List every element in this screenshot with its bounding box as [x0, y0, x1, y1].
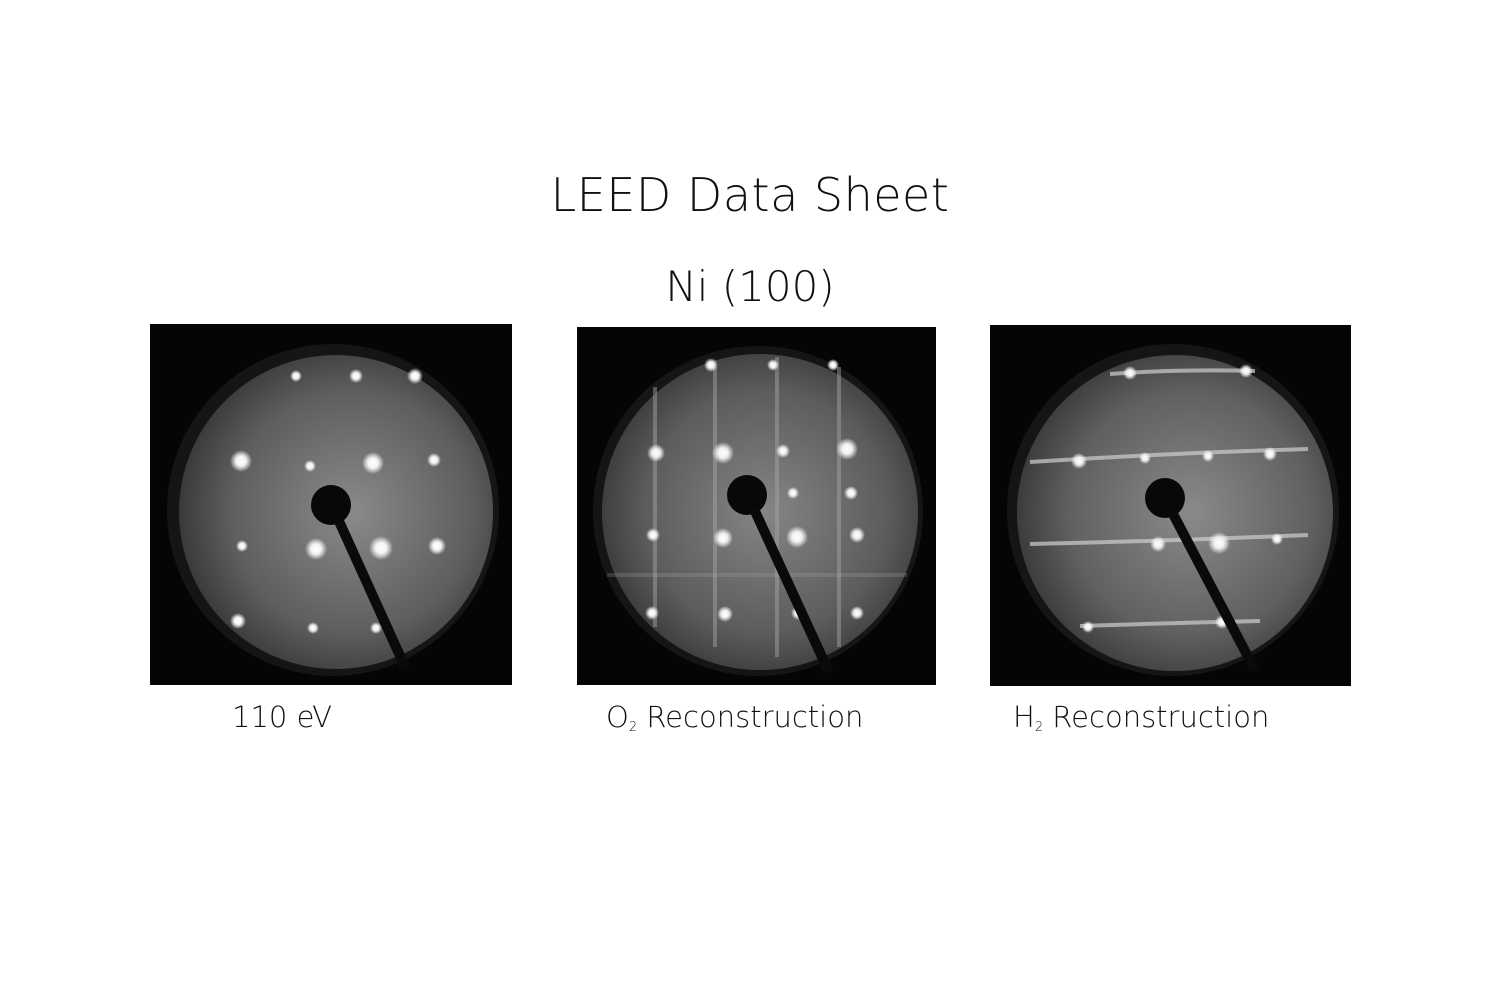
caption-subscript: 2	[1034, 720, 1044, 735]
caption-text: Reconstruction	[637, 700, 864, 734]
caption-prefix: O	[606, 700, 629, 734]
caption-o2: O2 Reconstruction	[606, 700, 863, 735]
page-title: LEED Data Sheet	[550, 168, 950, 222]
leed-pattern-image-clean	[150, 324, 512, 685]
leed-pattern-image-h2	[990, 325, 1351, 686]
caption-h2: H2 Reconstruction	[1013, 700, 1269, 735]
caption-text: Reconstruction	[1043, 700, 1270, 734]
caption-clean: 110 eV	[232, 700, 332, 734]
caption-prefix: H	[1013, 700, 1035, 734]
sample-label: Ni (100)	[665, 262, 835, 311]
caption-text: 110 eV	[232, 700, 332, 734]
caption-subscript: 2	[628, 720, 638, 735]
leed-pattern-image-o2	[577, 327, 936, 685]
